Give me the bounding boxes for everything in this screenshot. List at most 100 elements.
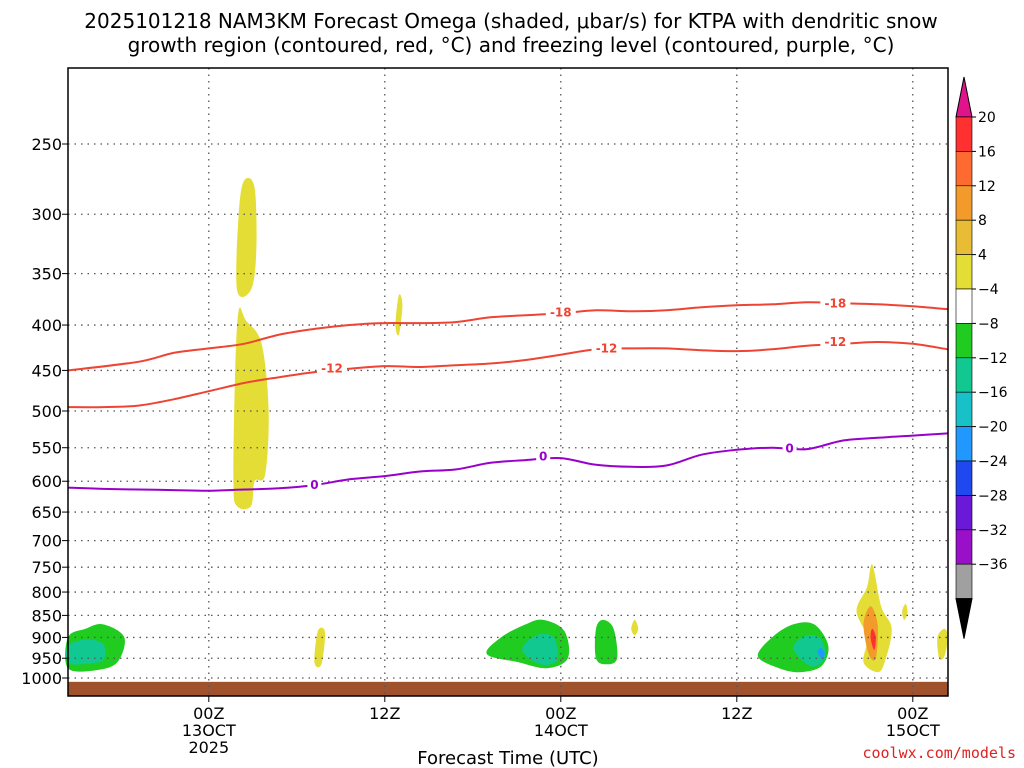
- x-tick-label: 2025: [188, 738, 229, 757]
- contour-label-bg: [820, 334, 851, 349]
- colorbar-label: 4: [978, 248, 987, 264]
- contour-label: -12: [596, 341, 618, 355]
- colorbar-swatch: [955, 426, 973, 462]
- shaded-downward-teal-right: [793, 634, 826, 667]
- colorbar-bottom-arrow: [955, 598, 973, 639]
- contour-label: -18: [825, 296, 847, 310]
- contour-lines: [67, 301, 949, 492]
- shaded-upward-yellow-380: [395, 294, 403, 336]
- x-tick-label: 12Z: [369, 704, 400, 723]
- colorbar-label: 8: [978, 213, 987, 229]
- colorbar-label: −28: [978, 488, 1008, 504]
- contour-label-bg: [782, 440, 797, 455]
- y-tick-label: 750: [31, 558, 62, 577]
- y-axis-ticks: 250 300 350 400 450 500 550 600 650 700 750 800 850 9…: [21, 135, 68, 688]
- colorbar-swatch: [955, 219, 973, 255]
- shaded-downward-blue-right: [817, 647, 825, 659]
- shaded-upward-yellow-far1: [902, 603, 908, 620]
- plot-background: [68, 68, 948, 696]
- shaded-upward-yellow-500: [233, 307, 269, 510]
- y-tick-label: 650: [31, 503, 62, 522]
- ground-layer: [68, 681, 948, 696]
- shaded-downward-teal-mid: [522, 633, 559, 666]
- x-tick-label: 00Z: [193, 704, 224, 723]
- colorbar-label: −12: [978, 351, 1008, 367]
- shaded-upward-yellow-mid: [631, 619, 639, 636]
- contour-line-freezing-2: [67, 432, 949, 492]
- colorbar-label: −20: [978, 420, 1008, 436]
- colorbar-label: 12: [978, 179, 996, 195]
- y-tick-label: 900: [31, 628, 62, 647]
- colorbar: 20 16 12 8 4 −4 −8 −12 −16 −20 −24 −28 −32 −36: [955, 76, 1008, 639]
- grid-lines: [68, 68, 948, 696]
- colorbar-label: −24: [978, 454, 1008, 470]
- contour-label: -12: [321, 362, 343, 376]
- contour-label: 0: [310, 478, 318, 492]
- contour-label: -18: [550, 305, 572, 319]
- x-tick-label: 12Z: [721, 704, 752, 723]
- contour-label-bg: [307, 477, 322, 492]
- contour-label-bg: [545, 304, 576, 319]
- shaded-upward-yellow-300: [236, 177, 257, 298]
- y-tick-label: 950: [31, 649, 62, 668]
- credit-text[interactable]: coolwx.com/models: [862, 744, 1016, 762]
- colorbar-swatch: [955, 391, 973, 427]
- shaded-downward-green-mid2: [594, 619, 618, 665]
- colorbar-top-arrow: [955, 76, 973, 118]
- y-tick-label: 1000: [21, 669, 62, 688]
- contour-label: 0: [785, 441, 793, 455]
- colorbar-swatch: [955, 460, 973, 496]
- contour-line-dendritic-1: [67, 340, 949, 409]
- ground-strip: [68, 681, 948, 696]
- x-tick-label: 00Z: [545, 704, 576, 723]
- colorbar-label: −4: [978, 282, 999, 298]
- colorbar-swatch: [955, 529, 973, 565]
- chart-title-line1: 2025101218 NAM3KM Forecast Omega (shaded…: [84, 9, 937, 33]
- chart-title-line2: growth region (contoured, red, °C) and f…: [128, 33, 895, 57]
- contour-labels: -18 -18 -12 -12 -12 0 0 0: [307, 295, 851, 492]
- colorbar-label: −16: [978, 385, 1008, 401]
- y-tick-label: 600: [31, 472, 62, 491]
- y-tick-label: 250: [31, 135, 62, 154]
- x-tick-label: 00Z: [897, 704, 928, 723]
- plot-area: -18 -18 -12 -12 -12 0 0 0: [65, 67, 949, 697]
- colorbar-swatch: [955, 495, 973, 531]
- contour-label: 0: [539, 450, 547, 464]
- colorbar-label: −36: [978, 557, 1008, 573]
- shaded-upward-yellow-far2: [937, 628, 948, 660]
- contour-label-bg: [820, 295, 851, 310]
- contour-label-bg: [536, 448, 551, 463]
- colorbar-label: 16: [978, 144, 996, 160]
- contour-label-bg: [317, 360, 347, 375]
- colorbar-swatch: [955, 151, 973, 187]
- colorbar-swatch: [955, 116, 973, 152]
- contour-label: -12: [825, 335, 847, 349]
- shaded-upward-red-right: [870, 628, 876, 650]
- contour-label-bg: [591, 340, 622, 355]
- y-tick-label: 550: [31, 439, 62, 458]
- x-tick-label: 15OCT: [886, 721, 940, 740]
- colorbar-swatch: [955, 323, 973, 359]
- y-tick-label: 700: [31, 532, 62, 551]
- y-tick-label: 400: [31, 316, 62, 335]
- y-tick-label: 350: [31, 265, 62, 284]
- colorbar-swatch: [955, 563, 973, 599]
- shaded-downward-teal-left: [66, 639, 106, 665]
- y-tick-label: 450: [31, 361, 62, 380]
- colorbar-label: −8: [978, 316, 999, 332]
- y-tick-label: 300: [31, 205, 62, 224]
- colorbar-swatch: [955, 288, 973, 324]
- y-tick-label: 850: [31, 606, 62, 625]
- x-tick-label: 13OCT: [182, 721, 236, 740]
- colorbar-swatch: [955, 254, 973, 290]
- x-tick-label: 14OCT: [534, 721, 588, 740]
- colorbar-label: −32: [978, 523, 1008, 539]
- colorbar-swatch: [955, 185, 973, 221]
- y-tick-label: 500: [31, 402, 62, 421]
- plot-frame: [67, 67, 949, 697]
- x-axis-title: Forecast Time (UTC): [417, 748, 598, 768]
- contour-line-dendritic-0: [67, 301, 949, 372]
- colorbar-swatch: [955, 357, 973, 393]
